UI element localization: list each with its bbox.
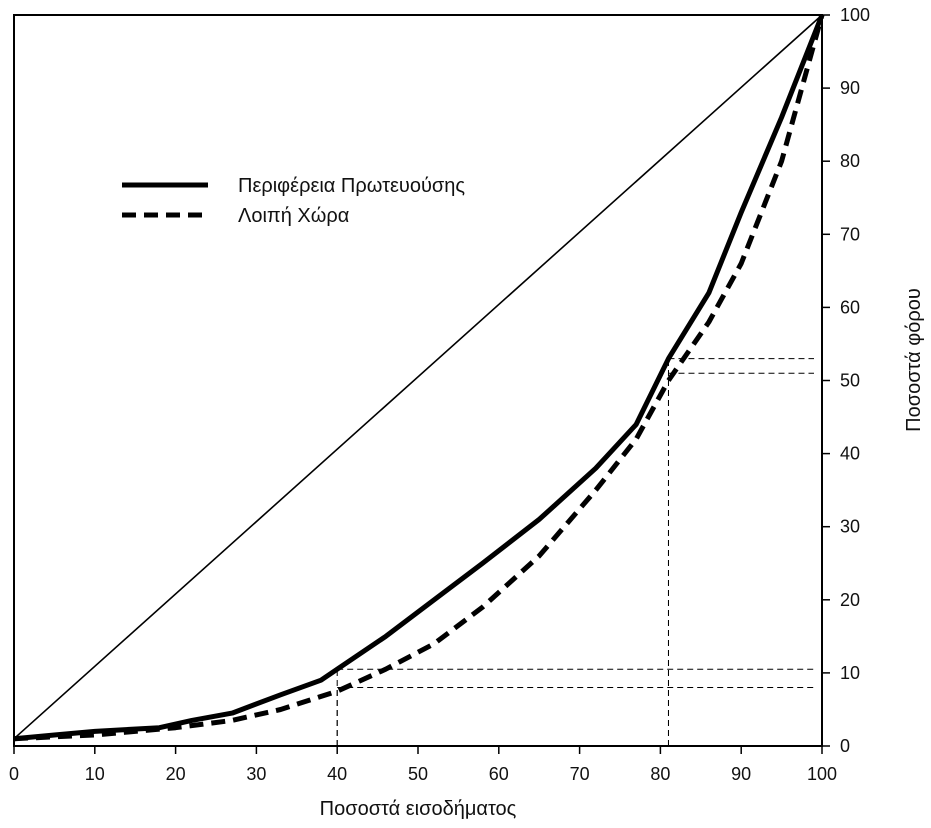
x-axis-ticks: 0 10 20 30 40 50 60 70 80 90 100 [9, 746, 837, 784]
y-tick-label: 90 [840, 78, 860, 98]
y-tick-label: 80 [840, 151, 860, 171]
x-tick-label: 30 [246, 764, 266, 784]
x-tick-label: 70 [570, 764, 590, 784]
x-tick-label: 20 [166, 764, 186, 784]
x-tick-label: 40 [327, 764, 347, 784]
x-axis-title: Ποσοστά εισοδήματος [320, 798, 517, 820]
y-tick-label: 100 [840, 5, 870, 25]
legend-label-rest-of-country: Λοιπή Χώρα [238, 205, 349, 227]
plot-frame [13, 14, 823, 747]
series-line-capital-region [13, 14, 825, 742]
y-tick-label: 0 [840, 736, 850, 756]
series-line-rest-of-country [13, 14, 825, 742]
y-tick-label: 20 [840, 590, 860, 610]
plot-border [13, 14, 823, 747]
y-axis-ticks: 0 10 20 30 40 50 60 70 80 90 100 [822, 5, 870, 756]
y-axis-title: Ποσοστά φόρου [903, 288, 925, 432]
legend-label-capital-region: Περιφέρεια Πρωτευούσης [238, 175, 465, 197]
x-tick-label: 90 [731, 764, 751, 784]
x-tick-label: 100 [807, 764, 837, 784]
series-lines [13, 14, 825, 742]
legend: Περιφέρεια Πρωτευούσης Λοιπή Χώρα [122, 175, 465, 227]
y-tick-label: 60 [840, 297, 860, 317]
y-tick-label: 70 [840, 224, 860, 244]
x-tick-label: 80 [650, 764, 670, 784]
y-tick-label: 40 [840, 444, 860, 464]
x-tick-label: 0 [9, 764, 19, 784]
x-tick-label: 50 [408, 764, 428, 784]
y-tick-label: 30 [840, 517, 860, 537]
equality-line [13, 14, 823, 740]
x-tick-label: 60 [489, 764, 509, 784]
reference-lines [336, 358, 814, 746]
y-tick-label: 10 [840, 663, 860, 683]
y-tick-label: 50 [840, 371, 860, 391]
x-tick-label: 10 [85, 764, 105, 784]
